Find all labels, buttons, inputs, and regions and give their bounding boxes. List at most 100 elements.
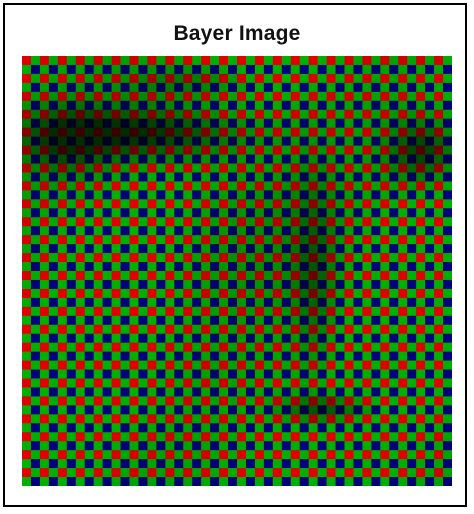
bayer-pixel xyxy=(66,253,77,263)
bayer-pixel xyxy=(371,208,381,218)
bayer-pixel xyxy=(237,369,247,379)
bayer-pixel xyxy=(39,56,50,66)
bayer-pixel xyxy=(398,82,408,93)
bayer-pixel xyxy=(263,432,274,442)
bayer-pixel xyxy=(398,315,408,326)
bayer-pixel xyxy=(174,414,184,424)
bayer-pixel xyxy=(102,235,112,245)
bayer-pixel xyxy=(263,109,274,120)
bayer-pixel xyxy=(111,468,121,478)
bayer-pixel xyxy=(165,414,175,424)
bayer-pixel xyxy=(219,459,229,469)
bayer-pixel xyxy=(434,405,444,415)
bayer-pixel xyxy=(210,127,220,137)
bayer-pixel xyxy=(57,387,68,397)
bayer-pixel xyxy=(22,136,32,146)
bayer-pixel xyxy=(102,154,112,164)
bayer-pixel xyxy=(290,477,301,486)
bayer-pixel xyxy=(147,432,157,442)
bayer-pixel xyxy=(174,450,184,460)
bayer-pixel xyxy=(174,172,184,182)
bayer-pixel xyxy=(48,432,59,442)
bayer-pixel xyxy=(147,73,157,84)
bayer-pixel xyxy=(165,351,175,361)
bayer-pixel xyxy=(201,163,211,173)
bayer-pixel xyxy=(93,414,103,424)
bayer-pixel xyxy=(93,244,103,254)
bayer-pixel xyxy=(371,127,381,137)
bayer-pixel xyxy=(102,226,112,236)
bayer-pixel xyxy=(75,459,86,469)
bayer-pixel xyxy=(165,226,175,236)
bayer-pixel xyxy=(299,297,310,308)
bayer-pixel xyxy=(290,163,301,173)
bayer-pixel xyxy=(39,414,50,424)
bayer-pixel xyxy=(138,279,148,290)
bayer-pixel xyxy=(281,315,292,326)
bayer-pixel xyxy=(75,271,86,281)
bayer-pixel xyxy=(165,145,175,155)
bayer-pixel xyxy=(398,360,408,370)
bayer-pixel xyxy=(326,190,336,200)
bayer-pixel xyxy=(201,459,211,469)
bayer-pixel xyxy=(183,369,193,379)
bayer-pixel xyxy=(39,163,50,173)
bayer-pixel xyxy=(272,208,283,218)
bayer-pixel xyxy=(138,118,148,129)
bayer-pixel xyxy=(111,181,121,191)
bayer-pixel xyxy=(120,226,130,236)
bayer-pixel xyxy=(138,468,148,478)
bayer-pixel xyxy=(48,181,59,191)
bayer-pixel xyxy=(353,64,363,75)
bayer-pixel xyxy=(84,441,95,451)
bayer-pixel xyxy=(219,414,229,424)
bayer-pixel xyxy=(165,360,175,370)
bayer-pixel xyxy=(210,315,220,326)
bayer-pixel xyxy=(120,190,130,200)
bayer-pixel xyxy=(174,244,184,254)
bayer-pixel xyxy=(22,235,32,245)
bayer-pixel xyxy=(147,172,157,182)
bayer-pixel xyxy=(129,145,139,155)
bayer-pixel xyxy=(281,432,292,442)
bayer-pixel xyxy=(228,324,238,335)
bayer-pixel xyxy=(237,217,247,227)
bayer-pixel xyxy=(389,145,399,155)
bayer-pixel xyxy=(389,477,399,486)
bayer-pixel xyxy=(263,235,274,245)
bayer-pixel xyxy=(308,118,318,129)
bayer-pixel xyxy=(362,73,372,84)
bayer-pixel xyxy=(156,262,166,272)
bayer-pixel xyxy=(165,217,175,227)
bayer-pixel xyxy=(344,271,354,281)
bayer-pixel xyxy=(362,172,372,182)
bayer-pixel xyxy=(138,109,148,120)
bayer-pixel xyxy=(192,414,202,424)
bayer-pixel xyxy=(84,414,95,424)
bayer-pixel xyxy=(353,405,363,415)
bayer-pixel xyxy=(371,118,381,129)
bayer-pixel xyxy=(398,208,408,218)
bayer-pixel xyxy=(299,109,310,120)
bayer-pixel xyxy=(147,315,157,326)
bayer-pixel xyxy=(299,477,310,486)
bayer-pixel xyxy=(138,208,148,218)
bayer-pixel xyxy=(30,297,41,308)
bayer-pixel xyxy=(416,118,426,129)
bayer-pixel xyxy=(192,324,202,335)
bayer-pixel xyxy=(416,208,426,218)
bayer-pixel xyxy=(434,253,444,263)
bayer-pixel xyxy=(416,279,426,290)
bayer-pixel xyxy=(228,387,238,397)
bayer-pixel xyxy=(129,450,139,460)
bayer-pixel xyxy=(362,351,372,361)
bayer-pixel xyxy=(48,262,59,272)
bayer-pixel xyxy=(290,378,301,388)
bayer-pixel xyxy=(389,315,399,326)
bayer-pixel xyxy=(272,262,283,272)
bayer-pixel xyxy=(120,468,130,478)
bayer-pixel xyxy=(75,244,86,254)
bayer-pixel xyxy=(219,244,229,254)
bayer-pixel xyxy=(308,235,318,245)
bayer-pixel xyxy=(48,387,59,397)
